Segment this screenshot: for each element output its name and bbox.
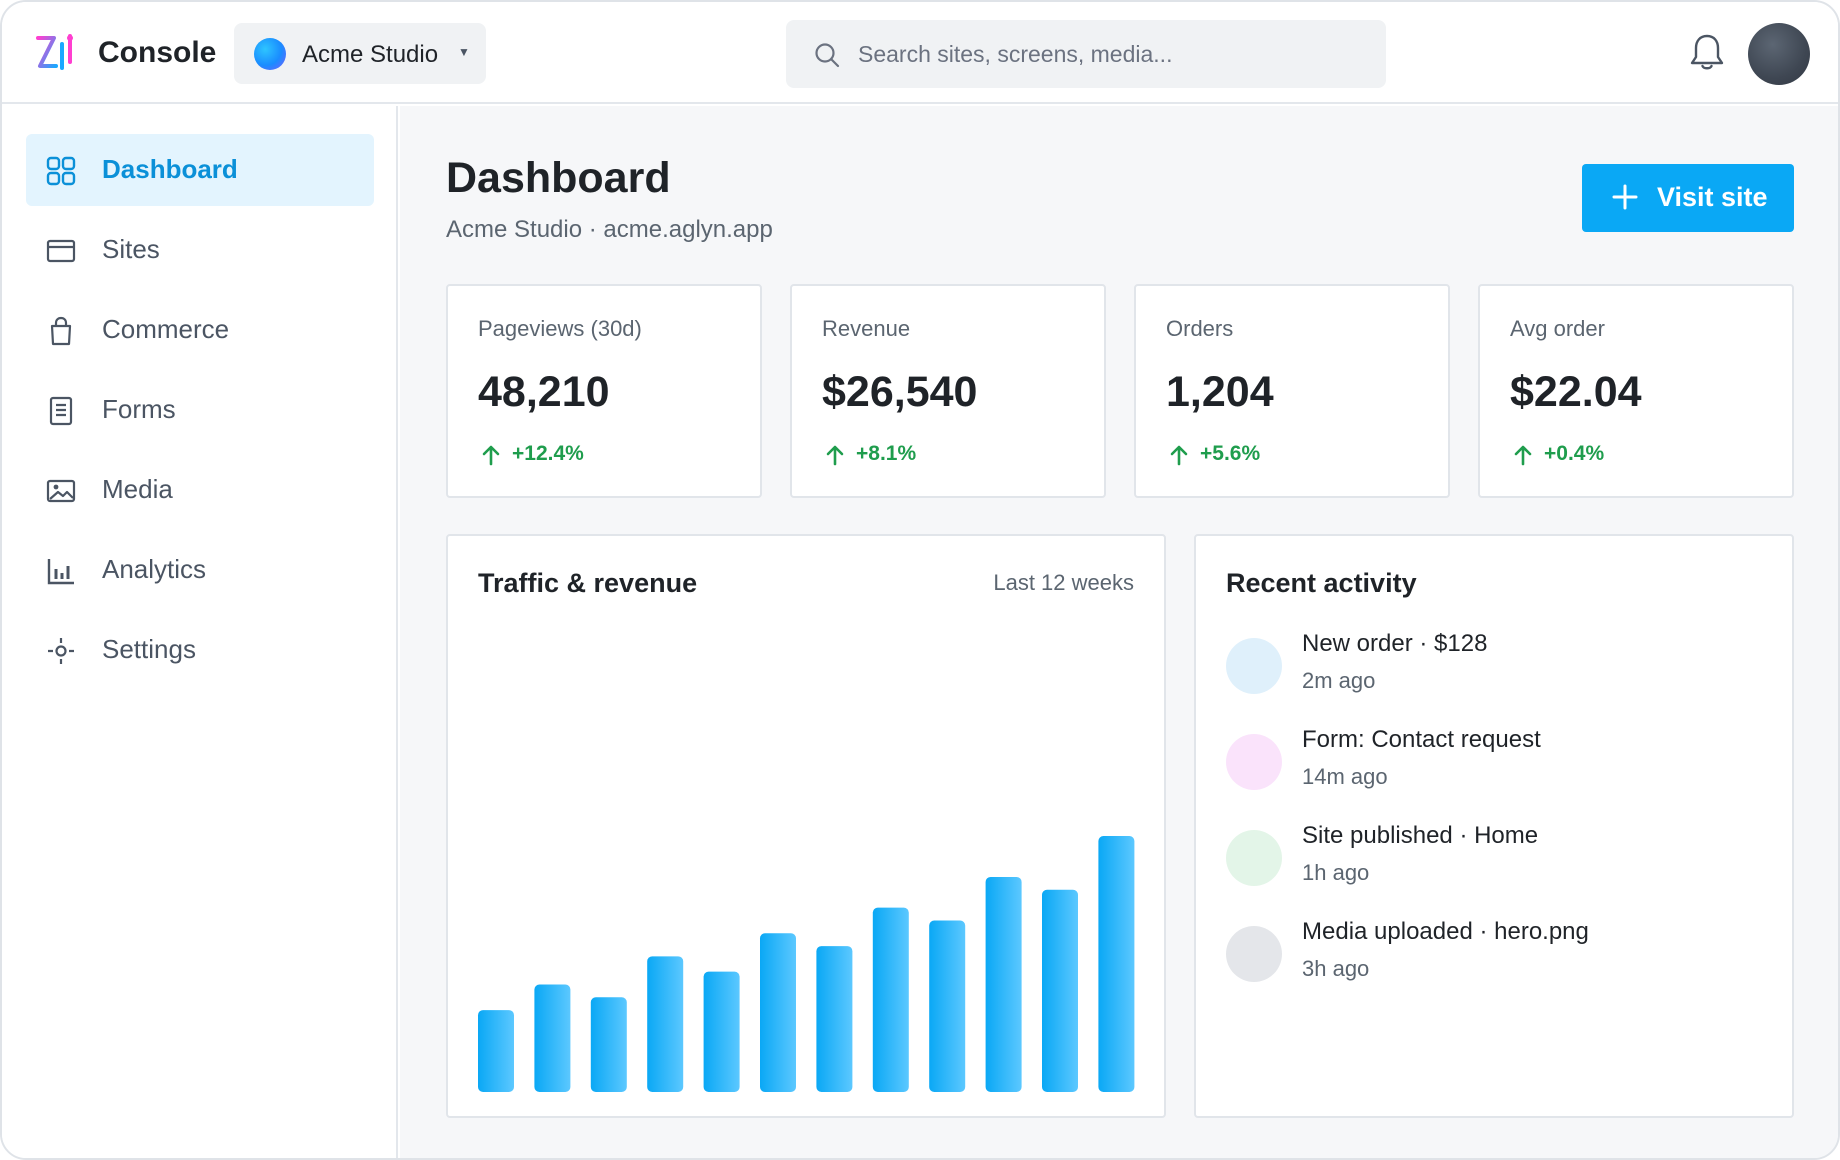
activity-text: Media uploaded · hero.png bbox=[1302, 918, 1589, 945]
search-icon bbox=[815, 43, 840, 68]
app-title: Console bbox=[98, 36, 217, 69]
bar-chart-icon bbox=[47, 559, 74, 585]
chart-bar bbox=[872, 907, 909, 1092]
sidebar-item-label: Media bbox=[102, 474, 173, 504]
sidebar-item-media[interactable]: Media bbox=[26, 454, 374, 526]
activity-time: 3h ago bbox=[1302, 956, 1370, 981]
page-subtitle: Acme Studio · acme.aglyn.app bbox=[446, 216, 773, 243]
chart-bar bbox=[985, 876, 1022, 1092]
sidebar-item-label: Dashboard bbox=[102, 154, 238, 184]
sidebar-item-forms[interactable]: Forms bbox=[26, 374, 374, 446]
chart-bar bbox=[647, 956, 684, 1092]
chart-bar bbox=[478, 1010, 514, 1092]
arrow-up-icon bbox=[1514, 445, 1532, 466]
sidebar-item-label: Commerce bbox=[102, 314, 230, 344]
document-icon bbox=[49, 396, 73, 426]
sidebar-item-label: Analytics bbox=[102, 554, 207, 584]
stat-label: Avg order bbox=[1510, 316, 1605, 341]
activity-dot bbox=[1226, 638, 1282, 694]
sidebar-item-label: Sites bbox=[102, 234, 160, 264]
main-content: Dashboard Acme Studio · acme.aglyn.app V… bbox=[400, 106, 1838, 1158]
arrow-up-icon bbox=[482, 445, 500, 466]
user-avatar[interactable] bbox=[1748, 23, 1810, 85]
stat-label: Pageviews (30d) bbox=[478, 316, 642, 341]
shopping-bag-icon bbox=[50, 316, 72, 346]
chart-bar bbox=[1098, 836, 1135, 1092]
stat-card-avg-order: Avg order $22.04 +0.4% bbox=[1478, 284, 1794, 498]
stat-delta: +12.4% bbox=[512, 442, 584, 465]
window-icon bbox=[46, 239, 76, 263]
stat-label: Revenue bbox=[822, 316, 911, 341]
sidebar-item-dashboard[interactable]: Dashboard bbox=[26, 134, 374, 206]
activity-item[interactable]: New order · $128 2m ago bbox=[1226, 630, 1766, 710]
top-bar: Console Acme Studio ▼ bbox=[2, 2, 1838, 104]
activity-dot bbox=[1226, 830, 1282, 886]
grid-icon bbox=[46, 156, 76, 186]
activity-item[interactable]: Site published · Home 1h ago bbox=[1226, 822, 1766, 902]
stat-card-pageviews: Pageviews (30d) 48,210 +12.4% bbox=[446, 284, 762, 498]
activity-item[interactable]: Form: Contact request 14m ago bbox=[1226, 726, 1766, 806]
image-icon bbox=[46, 479, 76, 503]
stat-value: $26,540 bbox=[822, 368, 978, 416]
bell-icon[interactable] bbox=[1688, 32, 1726, 72]
activity-dot bbox=[1226, 926, 1282, 982]
activity-time: 2m ago bbox=[1302, 668, 1376, 693]
activity-title: Recent activity bbox=[1226, 568, 1417, 598]
visit-site-button[interactable]: Visit site bbox=[1582, 164, 1794, 232]
stat-card-orders: Orders 1,204 +5.6% bbox=[1134, 284, 1450, 498]
chart-bar bbox=[816, 946, 853, 1092]
search-input[interactable] bbox=[858, 34, 1358, 74]
activity-item[interactable]: Media uploaded · hero.png 3h ago bbox=[1226, 918, 1766, 998]
chart-range-label: Last 12 weeks bbox=[993, 570, 1134, 595]
activity-dot bbox=[1226, 734, 1282, 790]
plus-icon bbox=[1612, 184, 1638, 210]
chart-bar bbox=[534, 984, 571, 1092]
workspace-switcher[interactable]: Acme Studio ▼ bbox=[234, 23, 486, 84]
activity-text: Form: Contact request bbox=[1302, 726, 1541, 753]
chart-bar bbox=[760, 933, 796, 1092]
app-logo-icon[interactable] bbox=[34, 32, 76, 74]
workspace-avatar bbox=[254, 38, 286, 70]
sidebar-item-analytics[interactable]: Analytics bbox=[26, 534, 374, 606]
workspace-name: Acme Studio bbox=[302, 41, 439, 68]
activity-text: New order · $128 bbox=[1302, 630, 1488, 657]
stat-card-revenue: Revenue $26,540 +8.1% bbox=[790, 284, 1106, 498]
settings-icon bbox=[48, 638, 74, 664]
traffic-revenue-card: Traffic & revenue Last 12 weeks bbox=[446, 534, 1166, 1118]
sidebar: Dashboard Sites Commerce Forms bbox=[2, 106, 398, 1158]
chart-bar bbox=[1042, 889, 1078, 1092]
stat-value: 48,210 bbox=[478, 368, 610, 416]
search-bar bbox=[786, 20, 1386, 88]
page-title: Dashboard bbox=[446, 154, 671, 202]
sidebar-item-settings[interactable]: Settings bbox=[26, 614, 374, 686]
stat-delta: +5.6% bbox=[1200, 442, 1261, 465]
chart-title: Traffic & revenue bbox=[478, 568, 698, 598]
chart-bar bbox=[703, 971, 740, 1092]
stat-value: $22.04 bbox=[1510, 368, 1642, 416]
recent-activity-card: Recent activity New order · $128 2m ago … bbox=[1194, 534, 1794, 1118]
activity-text: Site published · Home bbox=[1302, 822, 1539, 849]
activity-time: 14m ago bbox=[1302, 764, 1388, 789]
caret-down-icon: ▼ bbox=[458, 45, 470, 59]
stat-label: Orders bbox=[1166, 316, 1234, 341]
stat-delta: +8.1% bbox=[856, 442, 917, 465]
sidebar-item-label: Settings bbox=[102, 634, 196, 664]
chart-bar bbox=[590, 997, 627, 1092]
activity-time: 1h ago bbox=[1302, 860, 1370, 885]
chart-bar bbox=[929, 920, 966, 1092]
arrow-up-icon bbox=[1170, 445, 1188, 466]
sidebar-item-sites[interactable]: Sites bbox=[26, 214, 374, 286]
traffic-revenue-chart bbox=[478, 836, 1135, 1092]
sidebar-item-label: Forms bbox=[102, 394, 176, 424]
stat-value: 1,204 bbox=[1166, 368, 1274, 416]
sidebar-item-commerce[interactable]: Commerce bbox=[26, 294, 374, 366]
visit-site-label: Visit site bbox=[1657, 182, 1768, 212]
stat-delta: +0.4% bbox=[1544, 442, 1605, 465]
arrow-up-icon bbox=[826, 445, 844, 466]
